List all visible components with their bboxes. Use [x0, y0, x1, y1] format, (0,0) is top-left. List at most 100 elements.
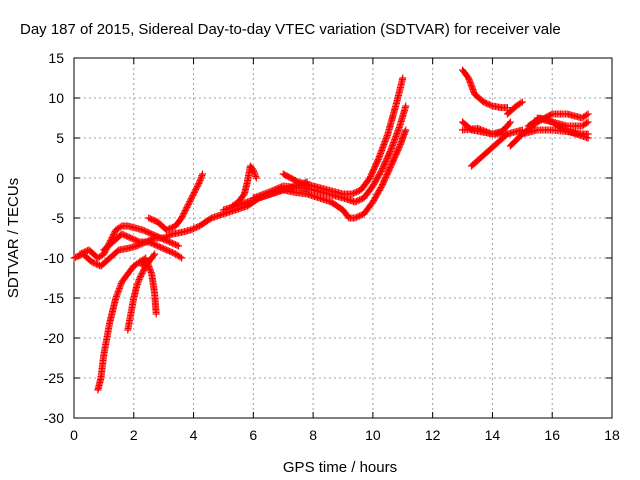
data-point [184, 201, 192, 208]
data-point [352, 197, 360, 205]
data-point [150, 251, 158, 259]
data-point [351, 189, 359, 197]
data-point [166, 238, 174, 246]
data-point [186, 198, 194, 205]
data-point [402, 126, 410, 134]
data-point [164, 247, 172, 255]
data-point [187, 196, 195, 204]
data-point [118, 230, 126, 238]
series-5 [124, 250, 159, 334]
data-point [151, 250, 159, 258]
data-point [178, 254, 186, 262]
data-point [160, 235, 168, 243]
data-point [89, 259, 97, 267]
data-point [167, 231, 175, 239]
data-point [154, 242, 162, 250]
data-point [506, 118, 514, 126]
data-point [351, 214, 359, 222]
y-tick-label: 0 [56, 170, 64, 186]
x-tick-label: 6 [249, 427, 257, 443]
data-point [185, 199, 193, 207]
data-point [124, 233, 132, 241]
data-point [349, 189, 357, 197]
data-point [92, 260, 100, 268]
data-point [167, 248, 175, 256]
data-point [584, 110, 592, 118]
y-axis-label: SDTVAR / TECUs [5, 178, 22, 298]
data-point [71, 253, 79, 261]
data-point [272, 185, 280, 193]
data-point [355, 212, 363, 220]
data-point [145, 229, 153, 237]
series-11 [279, 74, 407, 198]
data-point [184, 202, 192, 210]
data-point [183, 204, 191, 211]
series-14 [459, 124, 526, 138]
data-point [583, 111, 591, 119]
data-point [190, 190, 198, 198]
data-point [169, 249, 177, 257]
data-point [189, 192, 197, 199]
data-point [482, 99, 490, 107]
data-point [122, 232, 130, 240]
data-point [354, 213, 362, 221]
data-point [179, 211, 187, 219]
data-point [269, 186, 277, 194]
y-tick-label: -5 [52, 210, 65, 226]
series-16 [503, 98, 526, 118]
data-point [128, 235, 136, 243]
data-point [133, 237, 141, 245]
data-point [151, 241, 159, 249]
x-tick-label: 10 [365, 427, 381, 443]
data-point [502, 131, 510, 139]
data-point [191, 187, 199, 195]
data-point [357, 211, 365, 219]
data-point [355, 196, 363, 204]
y-tick-label: 10 [48, 90, 64, 106]
data-point [402, 102, 410, 110]
data-point [169, 223, 177, 231]
data-point [169, 239, 177, 247]
series-3 [100, 230, 186, 262]
data-point [160, 245, 168, 253]
data-point [584, 134, 592, 142]
data-point [276, 183, 284, 191]
data-point [155, 233, 163, 241]
data-point [148, 215, 156, 223]
data-point [170, 240, 178, 248]
data-point [199, 170, 207, 178]
data-point [80, 248, 88, 256]
data-point [348, 190, 356, 198]
data-point [146, 229, 154, 237]
series-10 [249, 102, 410, 206]
data-point [143, 228, 151, 236]
y-tick-label: -15 [44, 290, 64, 306]
data-point [164, 237, 172, 245]
data-point [77, 249, 85, 257]
data-point [164, 225, 172, 233]
data-point [354, 187, 362, 195]
data-point [191, 224, 199, 232]
grid [74, 58, 612, 418]
data-point [354, 197, 362, 205]
data-point [517, 99, 525, 107]
data-point [166, 247, 174, 255]
data-point [485, 101, 493, 109]
data-point [142, 227, 150, 235]
series-20 [524, 114, 592, 142]
data-point [151, 217, 159, 225]
data-point [170, 249, 178, 257]
series-6 [139, 258, 160, 318]
data-point [264, 188, 272, 196]
data-point [127, 234, 135, 242]
data-point [140, 255, 148, 263]
data-point [175, 242, 183, 250]
data-point [505, 119, 513, 127]
data-point [270, 186, 278, 194]
data-point [503, 104, 511, 112]
chart-title: Day 187 of 2015, Sidereal Day-to-day VTE… [20, 21, 561, 38]
data-point [79, 249, 87, 257]
data-point [154, 233, 162, 241]
data-point [110, 231, 118, 238]
data-point [275, 184, 283, 192]
